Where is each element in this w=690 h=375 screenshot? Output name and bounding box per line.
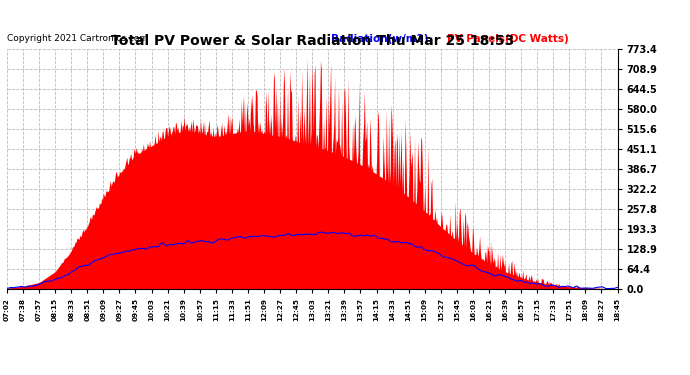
Title: Total PV Power & Solar Radiation Thu Mar 25 18:53: Total PV Power & Solar Radiation Thu Mar…	[110, 34, 514, 48]
Text: Copyright 2021 Cartronics.com: Copyright 2021 Cartronics.com	[7, 34, 148, 44]
Text: PV Panels(DC Watts): PV Panels(DC Watts)	[446, 34, 569, 44]
Text: Radiation(w/m2): Radiation(w/m2)	[331, 34, 428, 44]
